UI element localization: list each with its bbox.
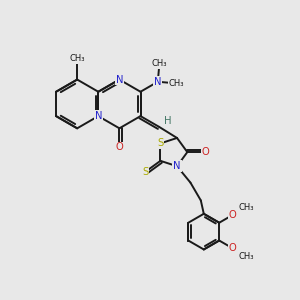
Text: CH₃: CH₃ bbox=[238, 202, 254, 211]
Text: CH₃: CH₃ bbox=[238, 252, 254, 261]
Text: S: S bbox=[157, 138, 164, 148]
Text: O: O bbox=[202, 147, 210, 157]
Text: CH₃: CH₃ bbox=[69, 54, 85, 63]
Text: O: O bbox=[229, 243, 236, 253]
Text: CH₃: CH₃ bbox=[168, 79, 184, 88]
Text: S: S bbox=[142, 167, 148, 177]
Text: N: N bbox=[94, 111, 102, 121]
Text: N: N bbox=[116, 75, 123, 85]
Text: N: N bbox=[154, 77, 162, 87]
Text: O: O bbox=[229, 210, 236, 220]
Text: N: N bbox=[173, 161, 181, 171]
Text: CH₃: CH₃ bbox=[152, 59, 167, 68]
Text: O: O bbox=[116, 142, 123, 152]
Text: H: H bbox=[164, 116, 172, 127]
